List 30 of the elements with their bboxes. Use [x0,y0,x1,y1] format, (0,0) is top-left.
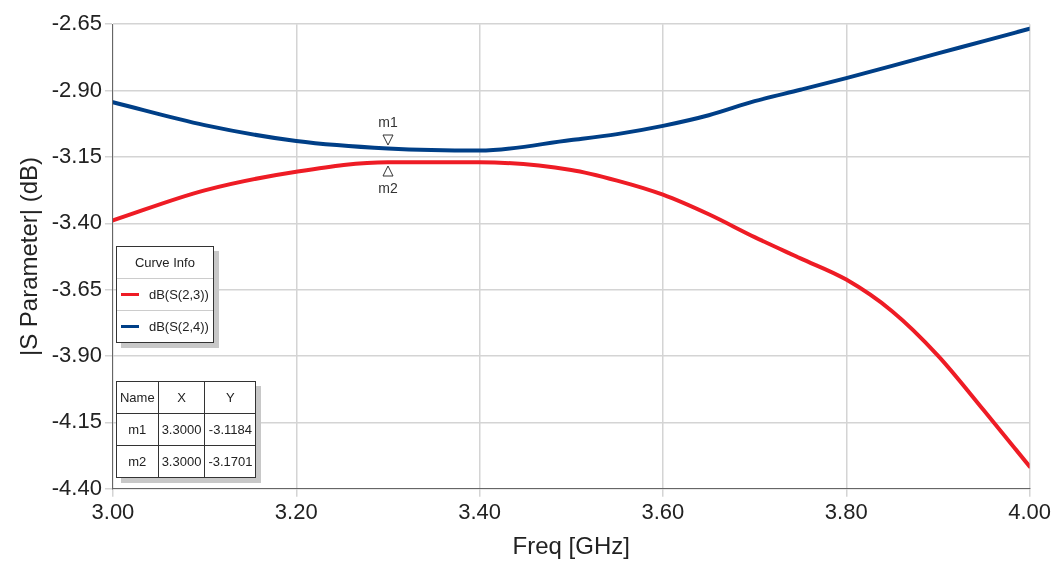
y-axis-title: |S Parameter| (dB) [15,156,43,357]
y-tick-label: -3.65 [51,275,102,301]
annotation: 3.3000 [158,413,205,446]
legend-label: dB(S(2,3)) [148,287,209,303]
x-tick-label: 3.40 [458,499,502,525]
x-tick-label: 3.00 [91,499,135,525]
legend-label: dB(S(2,4)) [148,319,209,335]
legend-title: Curve Info [116,247,213,280]
annotation: X [158,381,205,414]
y-tick-label: -2.90 [51,76,102,102]
y-tick-label: -3.90 [51,342,102,368]
x-tick-label: 3.60 [641,499,685,525]
annotation: -3.1701 [204,445,256,478]
x-axis-title: Freq [GHz] [512,532,630,560]
annotation: m1 [378,114,398,131]
annotation: 3.3000 [158,445,205,478]
y-tick-label: -2.65 [51,10,102,36]
y-tick-label: -3.15 [51,143,102,169]
x-tick-label: 3.80 [824,499,868,525]
y-tick-label: -4.40 [51,474,102,500]
x-tick-label: 4.00 [1008,499,1051,525]
annotation: m2 [116,445,159,478]
annotation: m1 [116,413,159,446]
annotation: m2 [378,180,398,197]
y-tick-label: -3.40 [51,209,102,235]
annotation: Y [204,381,256,414]
x-tick-label: 3.20 [274,499,318,525]
annotation: Name [116,381,159,414]
y-tick-label: -4.15 [51,408,102,434]
annotation: -3.1184 [204,413,256,446]
